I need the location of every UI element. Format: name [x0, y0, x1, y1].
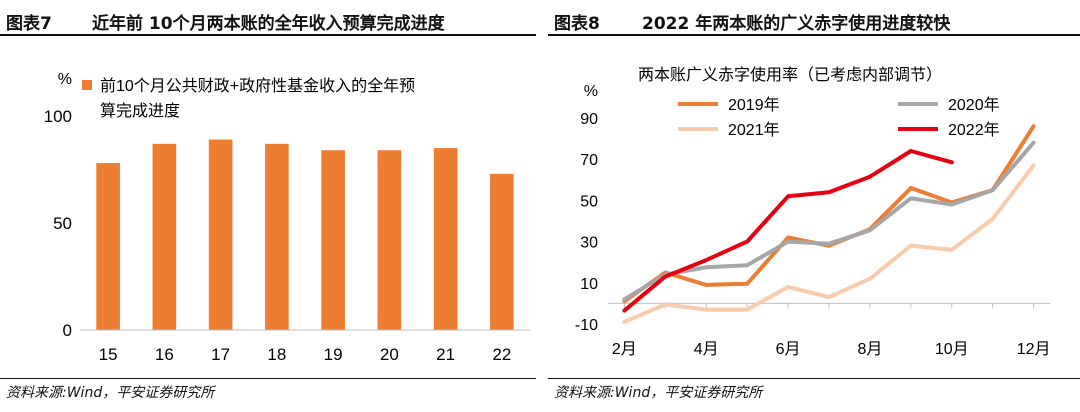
right-source-text: 资料来源:Wind，平安证券研究所 — [554, 385, 763, 401]
right-x-tick-label: 2月 — [612, 341, 637, 358]
left-bar-20 — [377, 150, 402, 330]
left-source-bar: 资料来源:Wind，平安证券研究所 — [0, 378, 536, 405]
right-x-tick-label: 6月 — [776, 341, 801, 358]
right-legend-label: 2020年 — [948, 96, 1000, 114]
left-bar-18 — [265, 143, 289, 330]
left-bar-17 — [208, 139, 233, 330]
right-legend-label: 2022年 — [948, 121, 1000, 139]
left-x-tick-label: 21 — [436, 345, 455, 364]
right-y-tick-label: 50 — [580, 193, 598, 210]
right-series-2021年 — [622, 163, 1036, 324]
right-x-tick-label: 8月 — [857, 341, 882, 358]
right-y-tick-label: 70 — [580, 152, 598, 169]
left-figure-number: 图表7 — [6, 14, 52, 34]
left-bar-21 — [433, 148, 458, 330]
right-legend-label: 2019年 — [728, 96, 780, 114]
right-y-tick-label: 30 — [580, 235, 598, 252]
left-legend-label-line1: 前10个月公共财政+政府性基金收入的全年预 — [100, 77, 415, 95]
left-bar-22 — [490, 173, 514, 330]
right-series-2019年 — [622, 124, 1036, 304]
right-title-bar: 图表8 2022 年两本账的广义赤字使用进度较快 — [548, 6, 1080, 36]
left-x-tick-label: 15 — [99, 345, 118, 364]
left-bar-15 — [96, 163, 120, 330]
right-y-unit: % — [584, 83, 598, 100]
left-y-tick-label: 100 — [44, 107, 72, 126]
left-y-tick-label: 50 — [53, 214, 72, 233]
left-y-tick-label: 0 — [63, 321, 72, 340]
right-x-tick-label: 10月 — [935, 341, 969, 358]
left-y-unit: % — [58, 71, 72, 88]
right-figure-number: 图表8 — [554, 14, 600, 34]
left-source-text: 资料来源:Wind，平安证券研究所 — [6, 385, 215, 401]
right-x-tick-label: 4月 — [694, 341, 719, 358]
left-x-tick-label: 16 — [155, 345, 174, 364]
right-series-2022年 — [622, 149, 954, 313]
left-x-tick-label: 18 — [267, 345, 286, 364]
left-x-tick-label: 19 — [324, 345, 343, 364]
left-legend-label-line2: 算完成进度 — [100, 101, 180, 120]
right-y-tick-label: 10 — [580, 276, 598, 293]
left-bar-19 — [321, 150, 345, 330]
right-figure: 图表8 2022 年两本账的广义赤字使用进度较快 两本账广义赤字使用率（已考虑内… — [548, 0, 1080, 412]
left-figure-title: 近年前 10个月两本账的全年收入预算完成进度 — [92, 14, 445, 34]
left-x-tick-label: 17 — [211, 345, 230, 364]
right-legend-label: 2021年 — [728, 121, 780, 139]
right-x-tick-label: 12月 — [1017, 341, 1051, 358]
left-figure: 图表7 近年前 10个月两本账的全年收入预算完成进度 % 0 50 100 前10个月公… — [0, 0, 536, 412]
right-source-bar: 资料来源:Wind，平安证券研究所 — [548, 378, 1080, 405]
right-line-chart: 两本账广义赤字使用率（已考虑内部调节）% -10 10 30 50 70 90 2月 4月 6月 8… — [575, 66, 1051, 358]
right-y-tick-label: -10 — [575, 317, 598, 334]
right-series-2020年 — [622, 140, 1036, 302]
right-chart-subtitle: 两本账广义赤字使用率（已考虑内部调节） — [638, 66, 942, 84]
left-x-tick-label: 20 — [380, 345, 399, 364]
left-legend-swatch — [82, 80, 92, 90]
right-y-tick-label: 90 — [580, 111, 598, 128]
left-bar-16 — [152, 143, 177, 330]
left-x-tick-label: 22 — [492, 345, 511, 364]
right-figure-title: 2022 年两本账的广义赤字使用进度较快 — [642, 14, 951, 34]
left-title-bar: 图表7 近年前 10个月两本账的全年收入预算完成进度 — [0, 6, 536, 36]
